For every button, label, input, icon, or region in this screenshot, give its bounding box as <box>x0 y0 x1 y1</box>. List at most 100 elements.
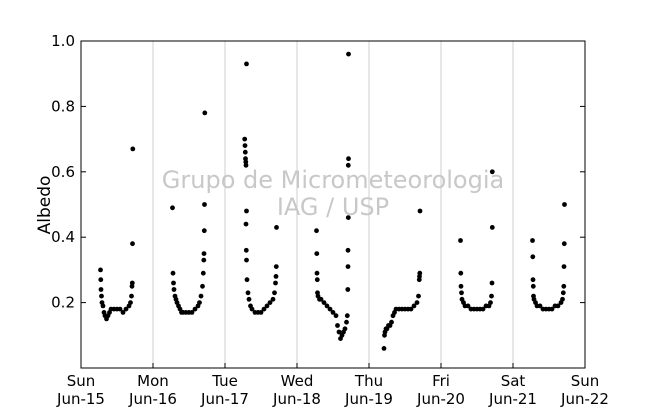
data-point <box>318 296 324 302</box>
data-point <box>314 277 320 283</box>
data-point <box>129 280 135 286</box>
data-point <box>242 136 248 142</box>
data-point <box>197 300 202 305</box>
data-point <box>243 162 249 168</box>
plot-frame <box>80 40 586 369</box>
data-point <box>562 202 567 207</box>
x-tick-label-date: Jun-20 <box>416 390 465 408</box>
data-point <box>130 146 136 152</box>
data-point <box>258 310 264 315</box>
watermark: Grupo de Micrometeorologia IAG / USP <box>162 166 504 221</box>
data-point <box>560 290 566 296</box>
data-point <box>330 310 336 315</box>
x-tick-label-day: Sun <box>67 372 96 390</box>
data-point <box>123 306 129 312</box>
data-point <box>314 270 320 276</box>
data-point <box>100 303 106 309</box>
data-point <box>560 296 565 302</box>
x-tick-label-day: Sun <box>571 372 600 390</box>
data-point <box>480 306 486 312</box>
y-axis-label: Albedo <box>35 176 55 235</box>
data-point <box>345 215 351 221</box>
y-tick-label: 0.8 <box>51 97 75 115</box>
watermark-line-1: Grupo de Micrometeorologia <box>162 166 504 194</box>
data-point <box>98 277 104 283</box>
data-point <box>489 293 494 299</box>
data-point <box>408 306 414 312</box>
y-tick-label: 0.2 <box>51 294 75 312</box>
data-point <box>530 238 535 243</box>
data-point <box>381 346 387 351</box>
data-point <box>333 313 339 319</box>
x-tick-label-day: Tue <box>211 372 238 390</box>
data-point <box>98 267 103 273</box>
data-point <box>342 326 348 332</box>
data-point <box>264 303 270 309</box>
data-point <box>170 270 176 276</box>
data-point <box>417 270 423 276</box>
data-point <box>202 202 207 207</box>
y-tick-label: 0.6 <box>51 163 75 181</box>
data-point <box>344 319 349 325</box>
data-point <box>345 247 351 253</box>
data-point <box>549 306 555 312</box>
y-tick-label: 0.4 <box>51 228 75 246</box>
data-point <box>128 300 133 305</box>
data-point <box>267 300 273 305</box>
data-point <box>346 51 351 57</box>
data-point <box>273 280 278 286</box>
data-point <box>243 221 249 227</box>
data-point <box>489 280 495 286</box>
data-point <box>171 287 177 292</box>
x-axis-ticks: SunJun-15MonJun-16TueJun-17WedJun-18ThuJ… <box>56 363 609 408</box>
data-point <box>198 293 204 299</box>
data-point <box>200 283 205 289</box>
data-point <box>249 306 255 312</box>
data-point <box>245 290 251 296</box>
data-point <box>202 110 208 116</box>
data-point <box>314 251 320 256</box>
data-point <box>261 306 267 312</box>
data-point <box>244 208 249 214</box>
data-point <box>416 293 421 299</box>
data-point <box>244 277 250 283</box>
data-point <box>324 303 330 309</box>
data-point <box>555 303 561 309</box>
x-tick-label-date: Jun-18 <box>272 390 321 408</box>
data-point <box>130 241 135 247</box>
data-point <box>273 274 279 279</box>
data-point <box>117 306 123 312</box>
vertical-gridlines <box>152 41 514 368</box>
data-point <box>314 228 319 234</box>
data-point <box>242 143 248 149</box>
data-point <box>488 300 493 305</box>
data-point <box>414 300 420 305</box>
data-point <box>530 254 536 260</box>
data-point <box>99 293 104 299</box>
data-point <box>273 264 279 269</box>
data-point <box>321 300 327 305</box>
data-points <box>98 51 567 351</box>
data-point <box>459 290 464 296</box>
data-point <box>246 296 252 302</box>
data-point <box>537 303 543 309</box>
data-point <box>201 251 207 256</box>
x-tick-label-date: Jun-16 <box>128 390 177 408</box>
data-point <box>561 241 567 247</box>
data-point <box>465 303 471 309</box>
data-point <box>270 296 276 302</box>
data-point <box>243 247 249 253</box>
data-point <box>272 290 277 296</box>
data-point <box>171 280 176 286</box>
data-point <box>345 264 351 269</box>
data-point <box>345 162 351 168</box>
data-point <box>389 319 394 325</box>
y-tick-label: 1.0 <box>51 32 75 50</box>
data-point <box>411 303 417 309</box>
data-point <box>242 149 248 155</box>
data-point <box>561 283 567 289</box>
y-axis-ticks: 0.2 0.4 0.6 0.8 1.0 <box>51 32 585 312</box>
data-point <box>489 169 495 175</box>
